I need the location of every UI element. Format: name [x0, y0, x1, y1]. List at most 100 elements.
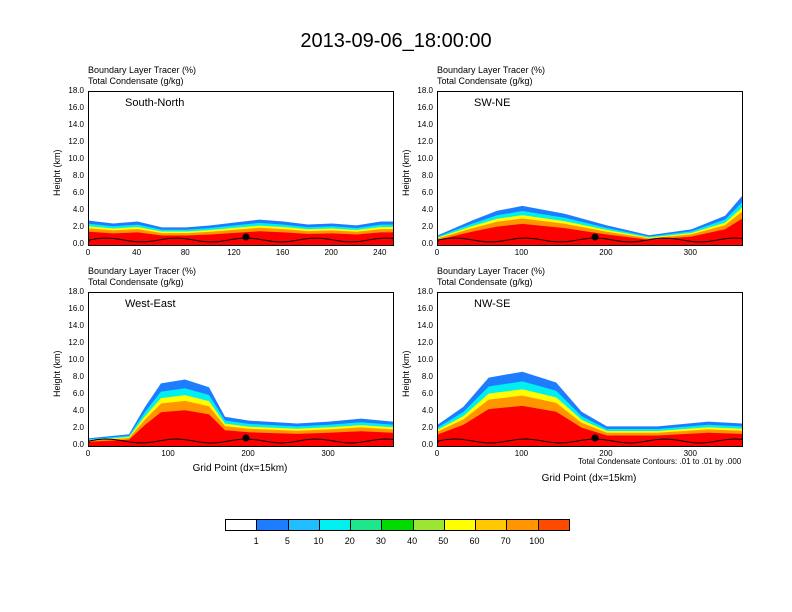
xtick-label: 300 [683, 449, 697, 458]
xlabel-west-east: Grid Point (dx=15km) [192, 463, 288, 474]
xtick-label: 200 [599, 449, 613, 458]
panel-title-sw-ne: Boundary Layer Tracer (%) Total Condensat… [437, 65, 546, 86]
ytick-label: 16.0 [68, 304, 84, 313]
colorbar-label: 50 [438, 536, 449, 546]
ytick-label: 0.0 [72, 239, 84, 248]
panel-title-south-north: Boundary Layer Tracer (%) Total Condensat… [88, 65, 197, 86]
colorbar-label: 5 [284, 536, 290, 546]
colorbar-label: 60 [469, 536, 480, 546]
xtick-label: 100 [514, 449, 529, 458]
colorbar-swatch [288, 520, 320, 530]
colorbar-label: 20 [344, 536, 355, 546]
ytick-label: 12.0 [68, 137, 84, 146]
tracer-plot [89, 379, 393, 446]
ytick-label: 4.0 [72, 406, 84, 415]
ytick-label: 0.0 [421, 239, 433, 248]
ytick-label: 2.0 [72, 423, 84, 432]
xtick-label: 80 [180, 248, 190, 257]
tracer-band-4 [89, 410, 393, 446]
ytick-label: 18.0 [68, 287, 84, 296]
colorbar-label: 40 [407, 536, 418, 546]
colorbar-label: 70 [500, 536, 511, 546]
panel-label: SW-NE [474, 97, 511, 109]
location-marker [242, 233, 250, 241]
panel-label: South-North [125, 97, 185, 109]
xtick-label: 200 [241, 449, 255, 458]
colorbar-swatch [507, 520, 539, 530]
contour-footnote: Total Condensate Contours: .01 to .01 by… [578, 457, 742, 466]
tracer-plot [89, 219, 393, 245]
ytick-label: 6.0 [421, 389, 433, 398]
ytick-label: 2.0 [72, 222, 84, 231]
ytick-label: 0.0 [421, 440, 433, 449]
ytick-label: 18.0 [417, 86, 433, 95]
xtick-label: 0 [85, 248, 91, 257]
panel-title-nw-se: Boundary Layer Tracer (%) Total Condensat… [437, 266, 546, 287]
colorbar-swatch [538, 520, 569, 530]
xtick-label: 160 [275, 248, 290, 257]
colorbar-swatch [476, 520, 508, 530]
colorbar-label: 10 [313, 536, 324, 546]
ytick-label: 10.0 [417, 355, 433, 364]
panel-label: NW-SE [474, 298, 511, 310]
ytick-label: 8.0 [421, 171, 433, 180]
colorbar-swatch [444, 520, 477, 530]
ytick-label: 2.0 [421, 222, 433, 231]
colorbar-label: 30 [375, 536, 386, 546]
ytick-label: 6.0 [72, 389, 84, 398]
xtick-label: 200 [324, 248, 338, 257]
colorbar-swatch [413, 520, 445, 530]
colorbar-swatch [319, 520, 352, 530]
ytick-label: 14.0 [68, 321, 84, 330]
tracer-band-4 [438, 218, 742, 245]
ytick-label: 18.0 [417, 287, 433, 296]
ytick-label: 6.0 [421, 188, 433, 197]
colorbar-label: 1 [253, 536, 259, 546]
colorbar-label: 100 [529, 536, 545, 546]
xtick-label: 0 [434, 449, 440, 458]
panel-west-east: West-East [88, 292, 394, 447]
xtick-label: 40 [132, 248, 142, 257]
ytick-label: 4.0 [72, 205, 84, 214]
colorbar-swatch [257, 520, 289, 530]
terrain-line [89, 237, 393, 243]
panel-nw-se: NW-SE [437, 292, 743, 447]
panel-label: West-East [125, 298, 176, 310]
ytick-label: 10.0 [417, 154, 433, 163]
ytick-label: 10.0 [68, 154, 84, 163]
ytick-label: 8.0 [72, 372, 84, 381]
xtick-label: 100 [161, 449, 175, 458]
tracer-plot [438, 371, 742, 446]
terrain-line [89, 438, 393, 444]
ytick-label: 14.0 [417, 120, 433, 129]
ytick-label: 12.0 [68, 338, 84, 347]
xtick-label: 300 [321, 449, 335, 458]
ytick-label: 2.0 [421, 423, 433, 432]
xtick-label: 300 [683, 248, 697, 257]
panel-sw-ne: SW-NE [437, 91, 743, 246]
ytick-label: 16.0 [68, 103, 84, 112]
panel-south-north: South-North [88, 91, 394, 246]
colorbar [225, 519, 570, 531]
colorbar-swatch [351, 520, 383, 530]
xtick-label: 240 [373, 248, 387, 257]
ytick-label: 16.0 [417, 304, 433, 313]
ytick-label: 6.0 [72, 188, 84, 197]
location-marker [591, 434, 599, 442]
ytick-label: 10.0 [68, 355, 84, 364]
location-marker [591, 233, 599, 241]
ytick-label: 8.0 [421, 372, 433, 381]
xlabel-nw-se: Grid Point (dx=15km) [541, 473, 637, 484]
figure-title: 2013-09-06_18:00:00 [300, 30, 492, 52]
ytick-label: 0.0 [72, 440, 84, 449]
ytick-label: 4.0 [421, 205, 433, 214]
colorbar-swatch [382, 520, 414, 530]
ytick-label: 16.0 [417, 103, 433, 112]
colorbar-swatch [226, 520, 258, 530]
ytick-label: 18.0 [68, 86, 84, 95]
xtick-label: 200 [599, 248, 613, 257]
xtick-label: 0 [85, 449, 91, 458]
ytick-label: 12.0 [417, 137, 433, 146]
ytick-label: 12.0 [417, 338, 433, 347]
xtick-label: 100 [514, 248, 529, 257]
